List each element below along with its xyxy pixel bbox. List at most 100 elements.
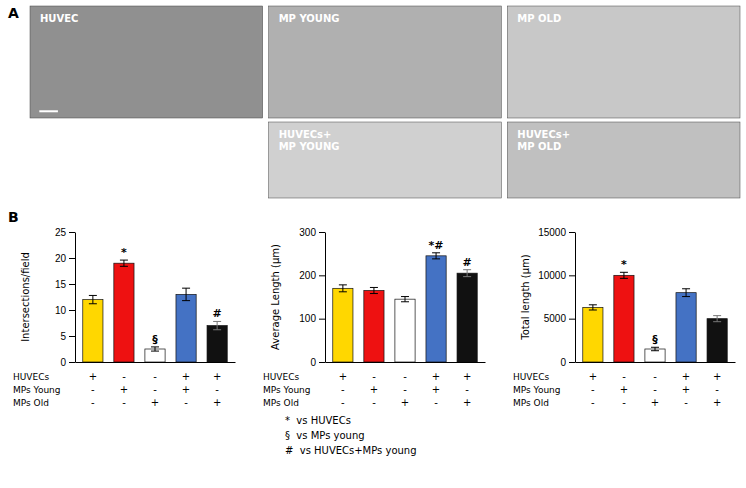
y-axis-line	[75, 233, 76, 363]
condition-symbol: +	[620, 384, 628, 395]
error-bar-cap	[463, 276, 471, 277]
bar	[83, 300, 103, 362]
error-bar-stem	[405, 297, 406, 302]
condition-symbol: +	[89, 371, 97, 382]
legend-entry: § vs MPs young	[285, 430, 365, 441]
error-bar	[151, 347, 159, 351]
condition-symbol: -	[341, 397, 345, 408]
bar	[395, 299, 415, 362]
condition-symbol: +	[401, 397, 409, 408]
condition-symbol: -	[122, 371, 126, 382]
y-tick-mark	[569, 362, 575, 363]
y-tick: 5	[60, 331, 75, 342]
annotation: *	[121, 246, 127, 259]
y-tick-mark	[319, 275, 325, 276]
error-bar	[651, 347, 659, 350]
error-bar-stem	[592, 305, 593, 310]
y-axis-title: Average Length (μm)	[270, 244, 281, 350]
y-tick: 0	[560, 357, 575, 368]
condition-symbol: +	[370, 384, 378, 395]
condition-symbol: -	[91, 384, 95, 395]
y-tick-label: 0	[310, 357, 316, 368]
panel-label: A	[8, 5, 19, 21]
bar	[333, 288, 353, 362]
bar-chart: 0510152025Intersections/field*§#	[20, 227, 236, 368]
y-tick: 100	[299, 313, 325, 324]
y-tick-mark	[569, 275, 575, 276]
condition-label: MPs Young	[513, 385, 561, 395]
condition-symbol: -	[215, 384, 219, 395]
error-bar-cap	[651, 347, 659, 348]
y-tick-mark	[69, 310, 75, 311]
condition-label: MPs Old	[513, 398, 549, 408]
y-tick-label: 0	[60, 357, 66, 368]
plot-area	[333, 253, 477, 362]
error-bar-cap	[432, 258, 440, 259]
bar	[583, 307, 603, 362]
condition-symbol: -	[341, 384, 345, 395]
condition-symbol: -	[403, 371, 407, 382]
bar	[145, 349, 165, 362]
condition-symbol: +	[463, 371, 471, 382]
condition-label: HUVECs	[13, 372, 49, 382]
y-tick-mark	[69, 362, 75, 363]
bar	[614, 275, 634, 362]
condition-symbol: +	[182, 384, 190, 395]
error-bar	[620, 272, 628, 278]
condition-symbol: -	[465, 384, 469, 395]
annotation: *#	[429, 239, 444, 252]
error-bar-cap	[463, 269, 471, 270]
error-bar-stem	[686, 289, 687, 297]
y-tick-mark	[569, 232, 575, 233]
annotation: #	[463, 256, 472, 269]
error-bar-cap	[120, 266, 128, 267]
condition-symbol: +	[432, 371, 440, 382]
error-bar-cap	[151, 351, 159, 352]
image-panel: MP YOUNG	[269, 6, 502, 118]
error-bar-cap	[339, 284, 347, 285]
x-axis-line	[76, 362, 236, 363]
plot-area	[583, 272, 727, 362]
y-tick-mark	[69, 232, 75, 233]
condition-symbol: +	[713, 397, 721, 408]
y-tick: 10	[55, 305, 75, 316]
condition-symbol: -	[591, 384, 595, 395]
legend-entry: # vs HUVECs+MPs young	[285, 445, 417, 456]
panel-label: B	[8, 209, 19, 225]
image	[507, 6, 740, 118]
condition-symbol: +	[339, 371, 347, 382]
error-bar-cap	[713, 321, 721, 322]
y-tick: 25	[55, 227, 75, 238]
error-bar-cap	[620, 278, 628, 279]
y-tick-label: 15000	[538, 227, 566, 238]
y-tick-label: 5000	[544, 313, 567, 324]
y-tick-mark	[569, 319, 575, 320]
error-bar-cap	[151, 346, 159, 347]
error-bar-cap	[432, 252, 440, 253]
error-bar	[339, 285, 347, 292]
y-tick: 15000	[538, 227, 575, 238]
condition-symbol: +	[151, 397, 159, 408]
y-tick-label: 300	[299, 227, 316, 238]
annotation: §	[152, 333, 158, 346]
y-tick-mark	[319, 319, 325, 320]
bar-chart: 0100200300Average Length (μm)*##	[270, 227, 486, 368]
error-bar-stem	[655, 347, 656, 350]
y-axis-line	[575, 233, 576, 363]
y-axis-title: Intersections/field	[20, 252, 31, 342]
image	[30, 6, 263, 118]
y-tick-label: 10000	[538, 270, 566, 281]
condition-symbol: +	[682, 371, 690, 382]
error-bar-cap	[89, 303, 97, 304]
y-tick-label: 10	[55, 305, 67, 316]
error-bar	[89, 295, 97, 303]
image-label: HUVEC	[40, 13, 78, 24]
error-bar-cap	[651, 350, 659, 351]
y-axis-line	[325, 233, 326, 363]
error-bar-stem	[123, 260, 124, 266]
bar	[676, 293, 696, 362]
y-tick-mark	[69, 258, 75, 259]
error-bar-stem	[92, 295, 93, 303]
condition-symbol: +	[713, 371, 721, 382]
condition-symbol: -	[434, 397, 438, 408]
